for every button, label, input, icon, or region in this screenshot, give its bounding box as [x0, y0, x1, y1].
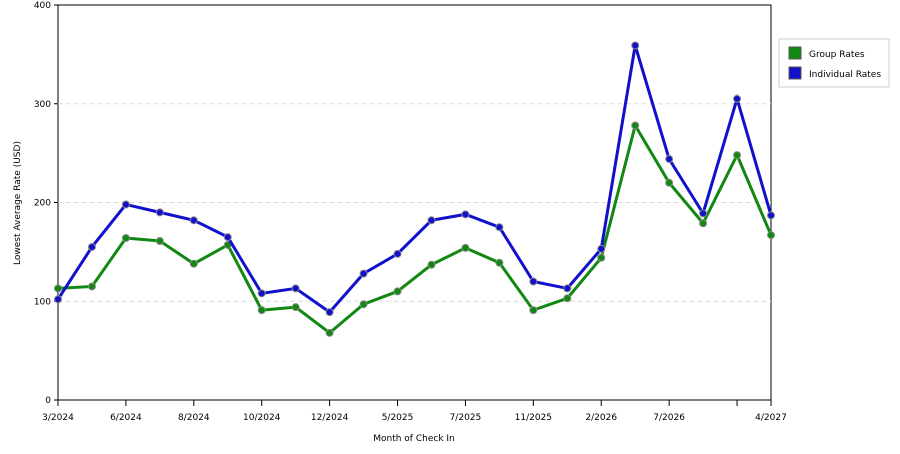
series-line: [56, 45, 773, 315]
x-tick-label: 12/2024: [311, 413, 349, 423]
y-tick-label: 400: [34, 1, 51, 11]
data-point: [529, 306, 538, 315]
data-point: [631, 41, 640, 50]
data-point: [291, 284, 300, 293]
data-point: [257, 306, 266, 315]
data-point: [359, 300, 368, 309]
data-point: [189, 216, 198, 225]
data-point: [563, 294, 572, 303]
x-tick-label: 6/2024: [110, 413, 142, 423]
x-tick-label: 4/2027: [755, 413, 787, 423]
data-point: [597, 253, 606, 262]
y-tick-label: 100: [34, 297, 51, 307]
data-point: [733, 94, 742, 103]
data-point: [495, 223, 504, 232]
data-point: [359, 269, 368, 278]
data-point: [189, 259, 198, 268]
y-tick-label: 0: [45, 396, 51, 406]
data-point: [155, 208, 164, 217]
data-point: [767, 211, 775, 220]
legend-swatch: [788, 46, 802, 60]
data-point: [54, 295, 62, 304]
data-point: [393, 249, 402, 258]
y-tick-label: 200: [34, 199, 51, 209]
data-point: [155, 237, 164, 246]
legend-swatch: [788, 66, 802, 80]
data-point: [767, 231, 775, 240]
x-tick-label: 3/2024: [42, 413, 74, 423]
x-axis-label: Month of Check In: [373, 434, 455, 444]
x-tick-label: 7/2025: [450, 413, 482, 423]
data-point: [121, 200, 130, 209]
x-tick-label: 5/2025: [382, 413, 414, 423]
x-tick-label: 7/2026: [653, 413, 685, 423]
x-tick-label: 10/2024: [243, 413, 281, 423]
data-point: [699, 219, 708, 228]
data-point: [325, 328, 334, 337]
legend-label: Individual Rates: [809, 70, 881, 80]
data-point: [393, 287, 402, 296]
y-axis-label: Lowest Average Rate (USD): [13, 141, 23, 265]
data-point: [325, 308, 334, 317]
data-point: [665, 178, 674, 187]
data-point: [291, 303, 300, 312]
data-point: [461, 243, 470, 252]
legend-label: Group Rates: [809, 50, 865, 60]
x-tick-label: 11/2025: [515, 413, 552, 423]
data-point: [563, 284, 572, 293]
data-point: [223, 233, 232, 242]
data-point: [665, 155, 674, 164]
data-point: [461, 210, 470, 219]
data-point: [597, 244, 606, 253]
data-point: [631, 121, 640, 130]
data-point: [699, 209, 708, 218]
data-point: [427, 216, 436, 225]
series-line: [57, 121, 773, 335]
data-point: [121, 234, 130, 243]
y-tick-label: 300: [34, 100, 51, 110]
data-point: [529, 277, 538, 286]
x-tick-label: 8/2024: [178, 413, 210, 423]
data-point: [427, 260, 436, 269]
data-point: [87, 282, 96, 291]
data-point: [733, 151, 742, 160]
data-point: [87, 242, 96, 251]
data-point: [54, 284, 62, 293]
x-tick-label: 2/2026: [585, 413, 617, 423]
data-point: [495, 258, 504, 267]
data-point: [257, 289, 266, 298]
